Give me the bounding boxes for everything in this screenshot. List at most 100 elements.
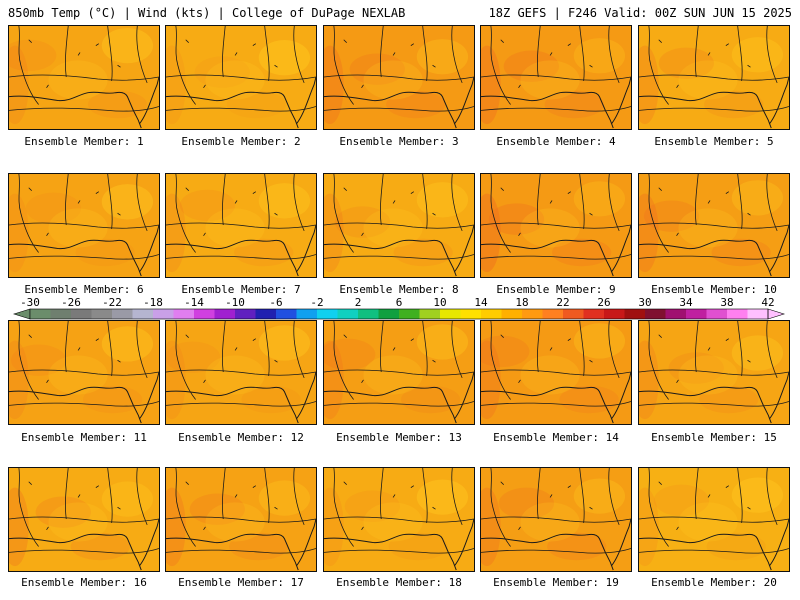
colorbar-swatch <box>686 309 707 319</box>
ensemble-member-map-18 <box>323 467 475 572</box>
ensemble-map <box>166 26 316 129</box>
ensemble-member-map-2 <box>165 25 317 130</box>
ensemble-member-map-20 <box>638 467 790 572</box>
ensemble-member-label: Ensemble Member: 3 <box>339 135 459 148</box>
colorbar-swatch <box>214 309 236 319</box>
colorbar-swatch <box>563 309 584 319</box>
colorbar-swatch <box>604 309 625 319</box>
colorbar-swatch <box>235 309 256 319</box>
ensemble-map <box>166 468 316 571</box>
colorbar-tick-label: -22 <box>102 296 122 309</box>
ensemble-member-label: Ensemble Member: 17 <box>178 576 304 589</box>
colorbar-tick-label: -18 <box>143 296 163 309</box>
ensemble-member-label: Ensemble Member: 13 <box>336 431 462 444</box>
ensemble-member-label: Ensemble Member: 19 <box>493 576 619 589</box>
colorbar-tick-label: 22 <box>556 296 569 309</box>
ensemble-map <box>166 321 316 424</box>
ensemble-map <box>324 321 474 424</box>
ensemble-member-label: Ensemble Member: 5 <box>654 135 774 148</box>
colorbar-tick-label: 2 <box>355 296 362 309</box>
ensemble-member-label: Ensemble Member: 14 <box>493 431 619 444</box>
ensemble-member-map-13 <box>323 320 475 425</box>
ensemble-map <box>481 321 631 424</box>
ensemble-member-label: Ensemble Member: 11 <box>21 431 147 444</box>
ensemble-member-map-17 <box>165 467 317 572</box>
colorbar-swatch <box>378 309 400 319</box>
ensemble-map <box>481 174 631 277</box>
colorbar-tick-label: 42 <box>761 296 774 309</box>
ensemble-map <box>639 26 789 129</box>
colorbar-tick-label: 30 <box>638 296 651 309</box>
colorbar-swatch <box>522 309 543 319</box>
ensemble-member-map-14 <box>480 320 632 425</box>
colorbar-tick-label: -30 <box>20 296 40 309</box>
colorbar-swatch <box>747 309 769 319</box>
colorbar-swatch <box>358 309 379 319</box>
colorbar-swatch <box>132 309 154 319</box>
ensemble-map <box>639 468 789 571</box>
colorbar-swatch <box>337 309 359 319</box>
temperature-colorbar: -30 -26 -22 -18 -14 -10 -6 -2 2 6 10 14 18 22 26 30 34 38… <box>0 296 800 324</box>
colorbar-swatch <box>645 309 666 319</box>
ensemble-member-map-11 <box>8 320 160 425</box>
ensemble-member-label: Ensemble Member: 6 <box>24 283 144 296</box>
colorbar-swatch <box>727 309 748 319</box>
ensemble-member-label: Ensemble Member: 10 <box>651 283 777 296</box>
colorbar-swatch <box>399 309 420 319</box>
colorbar-swatch <box>50 309 72 319</box>
ensemble-member-label: Ensemble Member: 12 <box>178 431 304 444</box>
ensemble-member-label: Ensemble Member: 7 <box>181 283 301 296</box>
colorbar-swatch <box>440 309 461 319</box>
ensemble-map <box>9 174 159 277</box>
colorbar-tick-label: -14 <box>184 296 204 309</box>
ensemble-map <box>324 174 474 277</box>
ensemble-member-map-9 <box>480 173 632 278</box>
colorbar-swatch <box>296 309 318 319</box>
ensemble-map <box>324 468 474 571</box>
ensemble-member-map-16 <box>8 467 160 572</box>
ensemble-map <box>481 468 631 571</box>
colorbar-swatch <box>481 309 502 319</box>
ensemble-member-map-8 <box>323 173 475 278</box>
ensemble-member-label: Ensemble Member: 2 <box>181 135 301 148</box>
ensemble-member-map-4 <box>480 25 632 130</box>
colorbar-swatch <box>542 309 564 319</box>
colorbar-tick-label: -26 <box>61 296 81 309</box>
colorbar-swatch <box>501 309 523 319</box>
ensemble-member-map-6 <box>8 173 160 278</box>
colorbar-tick-label: 34 <box>679 296 693 309</box>
ensemble-member-label: Ensemble Member: 8 <box>339 283 459 296</box>
colorbar-swatch <box>153 309 174 319</box>
colorbar-swatch <box>665 309 687 319</box>
ensemble-member-label: Ensemble Member: 20 <box>651 576 777 589</box>
colorbar-tick-label: 14 <box>474 296 488 309</box>
ensemble-member-map-7 <box>165 173 317 278</box>
ensemble-member-map-19 <box>480 467 632 572</box>
ensemble-map <box>639 321 789 424</box>
colorbar-arrow-left <box>12 308 31 320</box>
colorbar-swatch <box>194 309 215 319</box>
colorbar-swatch <box>317 309 338 319</box>
colorbar-tick-label: 26 <box>597 296 610 309</box>
colorbar-tick-label: -2 <box>310 296 323 309</box>
ensemble-member-map-5 <box>638 25 790 130</box>
colorbar-tick-label: -6 <box>269 296 282 309</box>
colorbar-arrow-right <box>767 308 786 320</box>
ensemble-map <box>9 26 159 129</box>
colorbar-swatch <box>460 309 482 319</box>
ensemble-member-label: Ensemble Member: 1 <box>24 135 144 148</box>
colorbar-swatch <box>706 309 728 319</box>
ensemble-member-label: Ensemble Member: 4 <box>496 135 616 148</box>
ensemble-member-label: Ensemble Member: 18 <box>336 576 462 589</box>
colorbar-swatch <box>112 309 133 319</box>
ensemble-map <box>639 174 789 277</box>
colorbar-swatch <box>419 309 441 319</box>
ensemble-member-map-1 <box>8 25 160 130</box>
colorbar-swatch <box>255 309 277 319</box>
colorbar-swatch <box>624 309 646 319</box>
colorbar-swatch <box>30 309 51 319</box>
colorbar-tick-label: 18 <box>515 296 528 309</box>
ensemble-member-map-10 <box>638 173 790 278</box>
colorbar-tick-label: 10 <box>433 296 446 309</box>
ensemble-member-label: Ensemble Member: 16 <box>21 576 147 589</box>
